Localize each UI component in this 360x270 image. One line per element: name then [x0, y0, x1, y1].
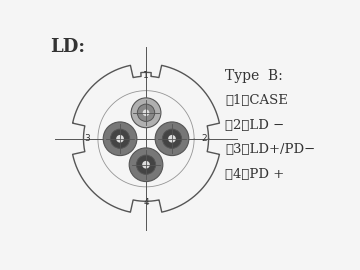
Text: 1: 1: [143, 71, 149, 80]
Text: 【2】LD −: 【2】LD −: [225, 119, 284, 131]
Text: 4: 4: [143, 198, 149, 207]
Circle shape: [136, 155, 156, 174]
Circle shape: [143, 109, 149, 116]
Text: Type  B:: Type B:: [225, 69, 283, 83]
Text: 【3】LD+/PD−: 【3】LD+/PD−: [225, 143, 315, 156]
Circle shape: [142, 161, 150, 168]
Circle shape: [168, 135, 176, 143]
Circle shape: [138, 104, 155, 122]
Text: 2: 2: [202, 134, 207, 143]
Circle shape: [131, 98, 161, 128]
Circle shape: [129, 148, 163, 181]
Text: 3: 3: [85, 134, 90, 143]
Circle shape: [155, 122, 189, 156]
Text: 【4】PD +: 【4】PD +: [225, 168, 284, 181]
Text: 【1】CASE: 【1】CASE: [225, 94, 288, 107]
Circle shape: [103, 122, 137, 156]
Circle shape: [116, 135, 124, 143]
Circle shape: [111, 129, 130, 149]
Circle shape: [162, 129, 181, 149]
Text: LD:: LD:: [50, 38, 85, 56]
